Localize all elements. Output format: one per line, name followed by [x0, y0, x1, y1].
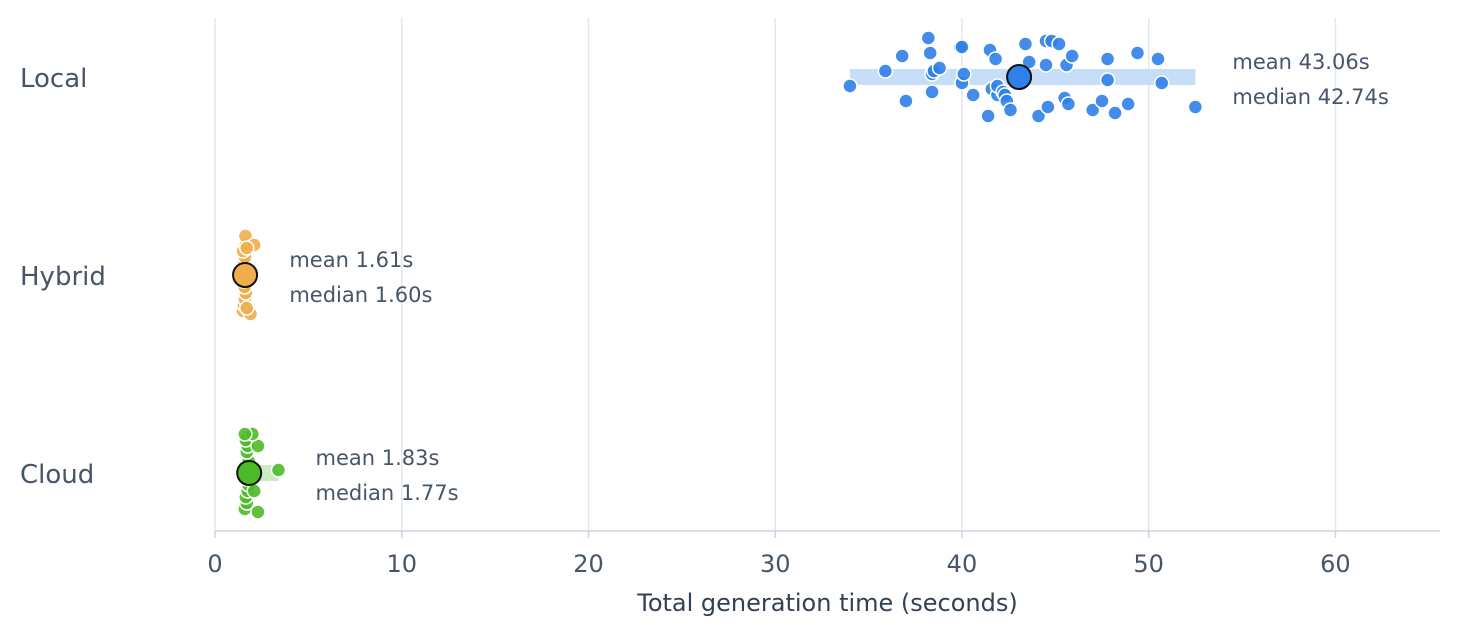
mean-label: mean 1.61s — [289, 248, 413, 272]
data-point — [1030, 108, 1047, 124]
data-point — [920, 30, 937, 46]
median-label: median 1.77s — [315, 481, 458, 505]
data-point — [1094, 93, 1110, 109]
data-point — [1150, 51, 1166, 67]
median-label: median 42.74s — [1232, 85, 1388, 109]
data-point — [250, 504, 266, 520]
data-point — [1120, 96, 1136, 112]
data-point — [954, 39, 970, 55]
mean-marker — [236, 460, 263, 486]
data-point — [1060, 96, 1077, 112]
data-point — [877, 63, 894, 79]
data-point — [924, 84, 940, 100]
data-point — [1084, 102, 1101, 118]
x-tick-label: 40 — [947, 550, 978, 578]
data-point — [1051, 36, 1067, 52]
mean-label: mean 1.83s — [315, 446, 439, 470]
data-point — [931, 60, 948, 76]
x-tick-label: 20 — [573, 550, 604, 578]
data-point — [1002, 102, 1019, 118]
x-tick-labels: 0 10 20 30 40 50 60 — [207, 550, 1350, 578]
mean-marker — [232, 262, 259, 288]
mean-marker — [1006, 64, 1033, 90]
data-point — [922, 45, 938, 61]
data-point — [237, 426, 253, 442]
data-point — [246, 483, 262, 499]
data-point — [1187, 99, 1204, 115]
category-label: Hybrid — [20, 262, 106, 292]
median-label: median 1.60s — [289, 283, 432, 307]
data-point — [1107, 105, 1123, 121]
data-point — [980, 108, 996, 124]
range-bars — [241, 69, 1196, 481]
data-point — [1099, 72, 1116, 88]
data-point — [1129, 45, 1146, 61]
x-tick-label: 0 — [207, 550, 222, 578]
data-point — [238, 240, 255, 256]
data-point — [238, 300, 255, 316]
mean-markers — [232, 64, 1033, 486]
data-point — [1040, 99, 1056, 115]
data-point — [1154, 75, 1170, 91]
category-label: Local — [20, 64, 87, 94]
x-tick-label: 10 — [386, 550, 417, 578]
data-point — [1064, 48, 1080, 64]
stat-annotations: mean 43.06s median 42.74s mean 1.61s median… — [289, 50, 1388, 505]
data-point — [1038, 57, 1054, 73]
category-label: Cloud — [20, 460, 94, 490]
data-point — [1017, 36, 1034, 52]
x-axis-title: Total generation time (seconds) — [636, 589, 1018, 617]
data-point — [1099, 51, 1116, 67]
data-point — [956, 66, 972, 82]
data-point — [894, 48, 910, 64]
category-labels: Local Hybrid Cloud — [20, 64, 106, 490]
data-point — [842, 78, 858, 94]
x-tick-label: 60 — [1320, 550, 1351, 578]
x-tick-label: 30 — [760, 550, 791, 578]
x-tick-label: 50 — [1133, 550, 1164, 578]
data-point — [270, 462, 287, 478]
grid-lines — [214, 18, 1337, 538]
data-point — [965, 87, 981, 103]
data-point — [898, 93, 914, 109]
data-point — [987, 51, 1004, 67]
mean-label: mean 43.06s — [1232, 50, 1369, 74]
